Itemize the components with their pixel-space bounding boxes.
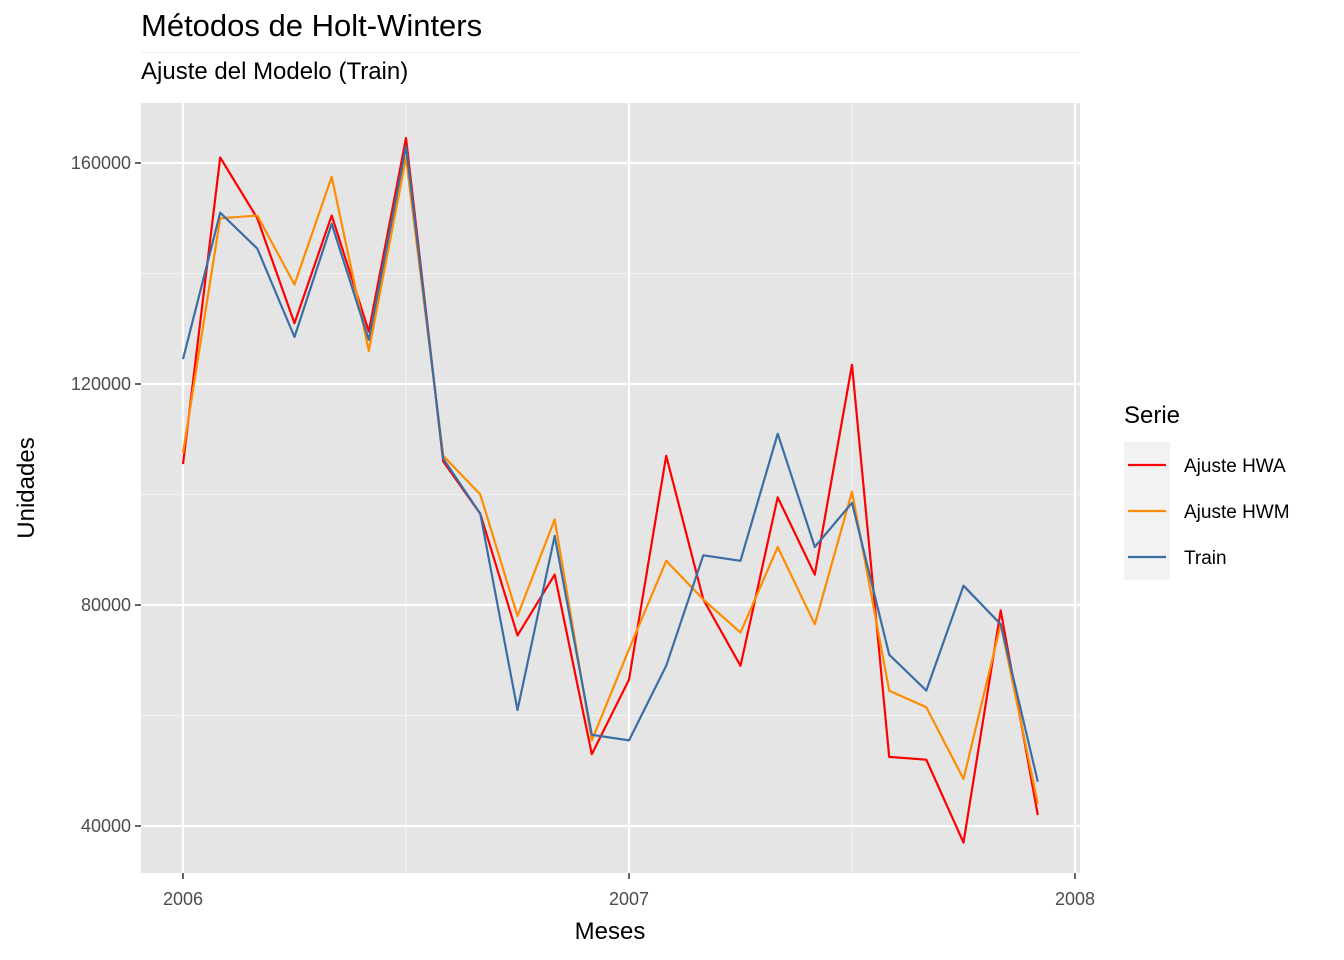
y-axis: 40000 80000 120000 160000	[71, 153, 141, 836]
series-lines	[181, 137, 1039, 844]
series-line-ajuste-hwm	[181, 156, 1039, 805]
legend-label: Train	[1184, 548, 1227, 569]
series-line-train	[181, 145, 1039, 783]
x-axis-title: Meses	[575, 918, 646, 945]
grid-major	[141, 103, 1080, 873]
y-axis-title: Unidades	[13, 437, 40, 538]
plot-panel	[141, 103, 1080, 873]
chart-title: Métodos de Holt-Winters	[141, 8, 483, 43]
y-tick-label: 40000	[81, 816, 131, 836]
x-axis: 2006 2007 2008	[163, 873, 1095, 909]
legend-title: Serie	[1124, 402, 1180, 429]
x-tick-label: 2008	[1055, 889, 1095, 909]
chart-subtitle: Ajuste del Modelo (Train)	[141, 58, 409, 85]
legend-label: Ajuste HWA	[1184, 456, 1286, 477]
y-tick-label: 80000	[81, 595, 131, 615]
legend: Serie Ajuste HWA Ajuste HWM Train	[1124, 402, 1290, 580]
legend-label: Ajuste HWM	[1184, 502, 1290, 523]
y-tick-label: 160000	[71, 153, 131, 173]
y-tick-label: 120000	[71, 374, 131, 394]
x-tick-label: 2006	[163, 889, 203, 909]
series-line-ajuste-hwa	[181, 137, 1039, 844]
x-tick-label: 2007	[609, 889, 649, 909]
